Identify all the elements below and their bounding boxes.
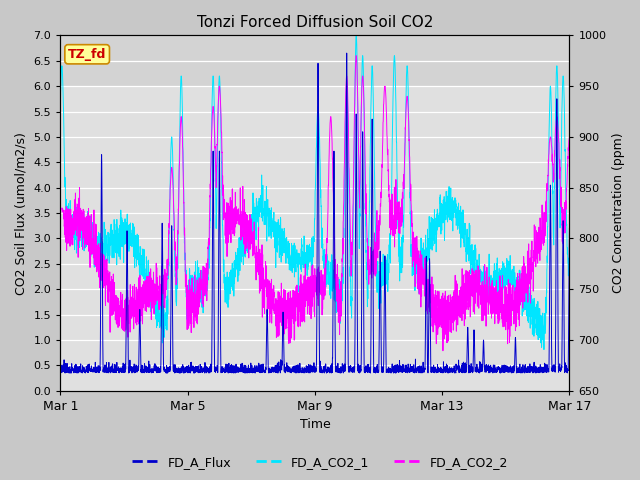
Bar bbox=[60, 36, 570, 86]
Y-axis label: CO2 Soil Flux (umol/m2/s): CO2 Soil Flux (umol/m2/s) bbox=[15, 132, 28, 295]
Text: TZ_fd: TZ_fd bbox=[68, 48, 106, 61]
Y-axis label: CO2 Concentration (ppm): CO2 Concentration (ppm) bbox=[612, 133, 625, 293]
Legend: FD_A_Flux, FD_A_CO2_1, FD_A_CO2_2: FD_A_Flux, FD_A_CO2_1, FD_A_CO2_2 bbox=[127, 451, 513, 474]
X-axis label: Time: Time bbox=[300, 419, 330, 432]
Title: Tonzi Forced Diffusion Soil CO2: Tonzi Forced Diffusion Soil CO2 bbox=[196, 15, 433, 30]
